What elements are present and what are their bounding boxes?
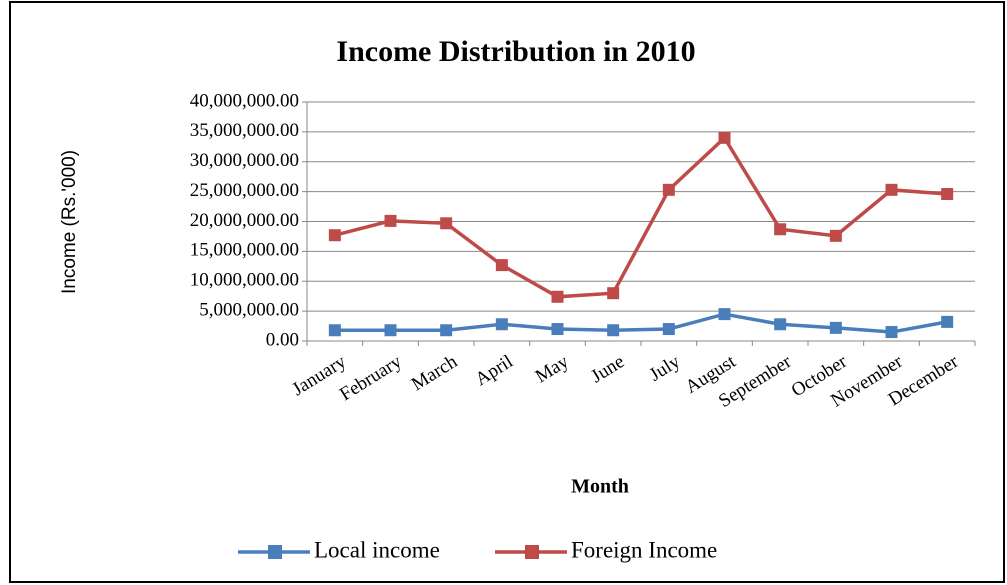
- chart-title: Income Distribution in 2010: [336, 35, 695, 68]
- point-marker: [384, 214, 397, 227]
- point-marker: [328, 229, 341, 242]
- legend-label: Foreign Income: [571, 537, 717, 562]
- series-line: [334, 312, 948, 334]
- y-tick-label: 20,000,000.00: [190, 210, 299, 231]
- legend-label: Local income: [314, 537, 440, 562]
- point-marker: [718, 131, 731, 144]
- point-marker: [774, 223, 787, 236]
- point-marker: [440, 217, 453, 230]
- x-axis-label: Month: [571, 476, 629, 498]
- chart-frame: [9, 1, 1005, 583]
- y-tick-label: 10,000,000.00: [190, 270, 299, 291]
- y-tick-label: 25,000,000.00: [190, 180, 299, 201]
- point-marker: [551, 323, 564, 336]
- point-marker: [495, 259, 508, 272]
- point-marker: [829, 229, 842, 242]
- point-marker: [662, 323, 675, 336]
- y-tick-label: 15,000,000.00: [190, 240, 299, 261]
- point-marker: [662, 183, 675, 196]
- point-marker: [885, 183, 898, 196]
- point-marker: [328, 324, 341, 337]
- series-line: [334, 135, 948, 299]
- y-tick-label: 30,000,000.00: [190, 150, 299, 171]
- y-tick-label: 35,000,000.00: [190, 120, 299, 141]
- point-marker: [495, 318, 508, 331]
- point-marker: [607, 324, 620, 337]
- point-marker: [941, 315, 954, 328]
- legend-marker: [525, 545, 539, 559]
- y-tick-label: 0.00: [266, 329, 299, 350]
- point-marker: [774, 318, 787, 331]
- point-marker: [829, 321, 842, 334]
- point-marker: [384, 324, 397, 337]
- y-axis-label: Income (Rs.'000): [59, 150, 80, 294]
- point-marker: [718, 308, 731, 321]
- point-marker: [551, 290, 564, 303]
- point-marker: [607, 287, 620, 300]
- point-marker: [440, 324, 453, 337]
- y-tick-label: 40,000,000.00: [190, 90, 299, 111]
- legend-marker: [268, 545, 282, 559]
- y-tick-label: 5,000,000.00: [199, 299, 299, 320]
- point-marker: [885, 326, 898, 339]
- point-marker: [941, 188, 954, 201]
